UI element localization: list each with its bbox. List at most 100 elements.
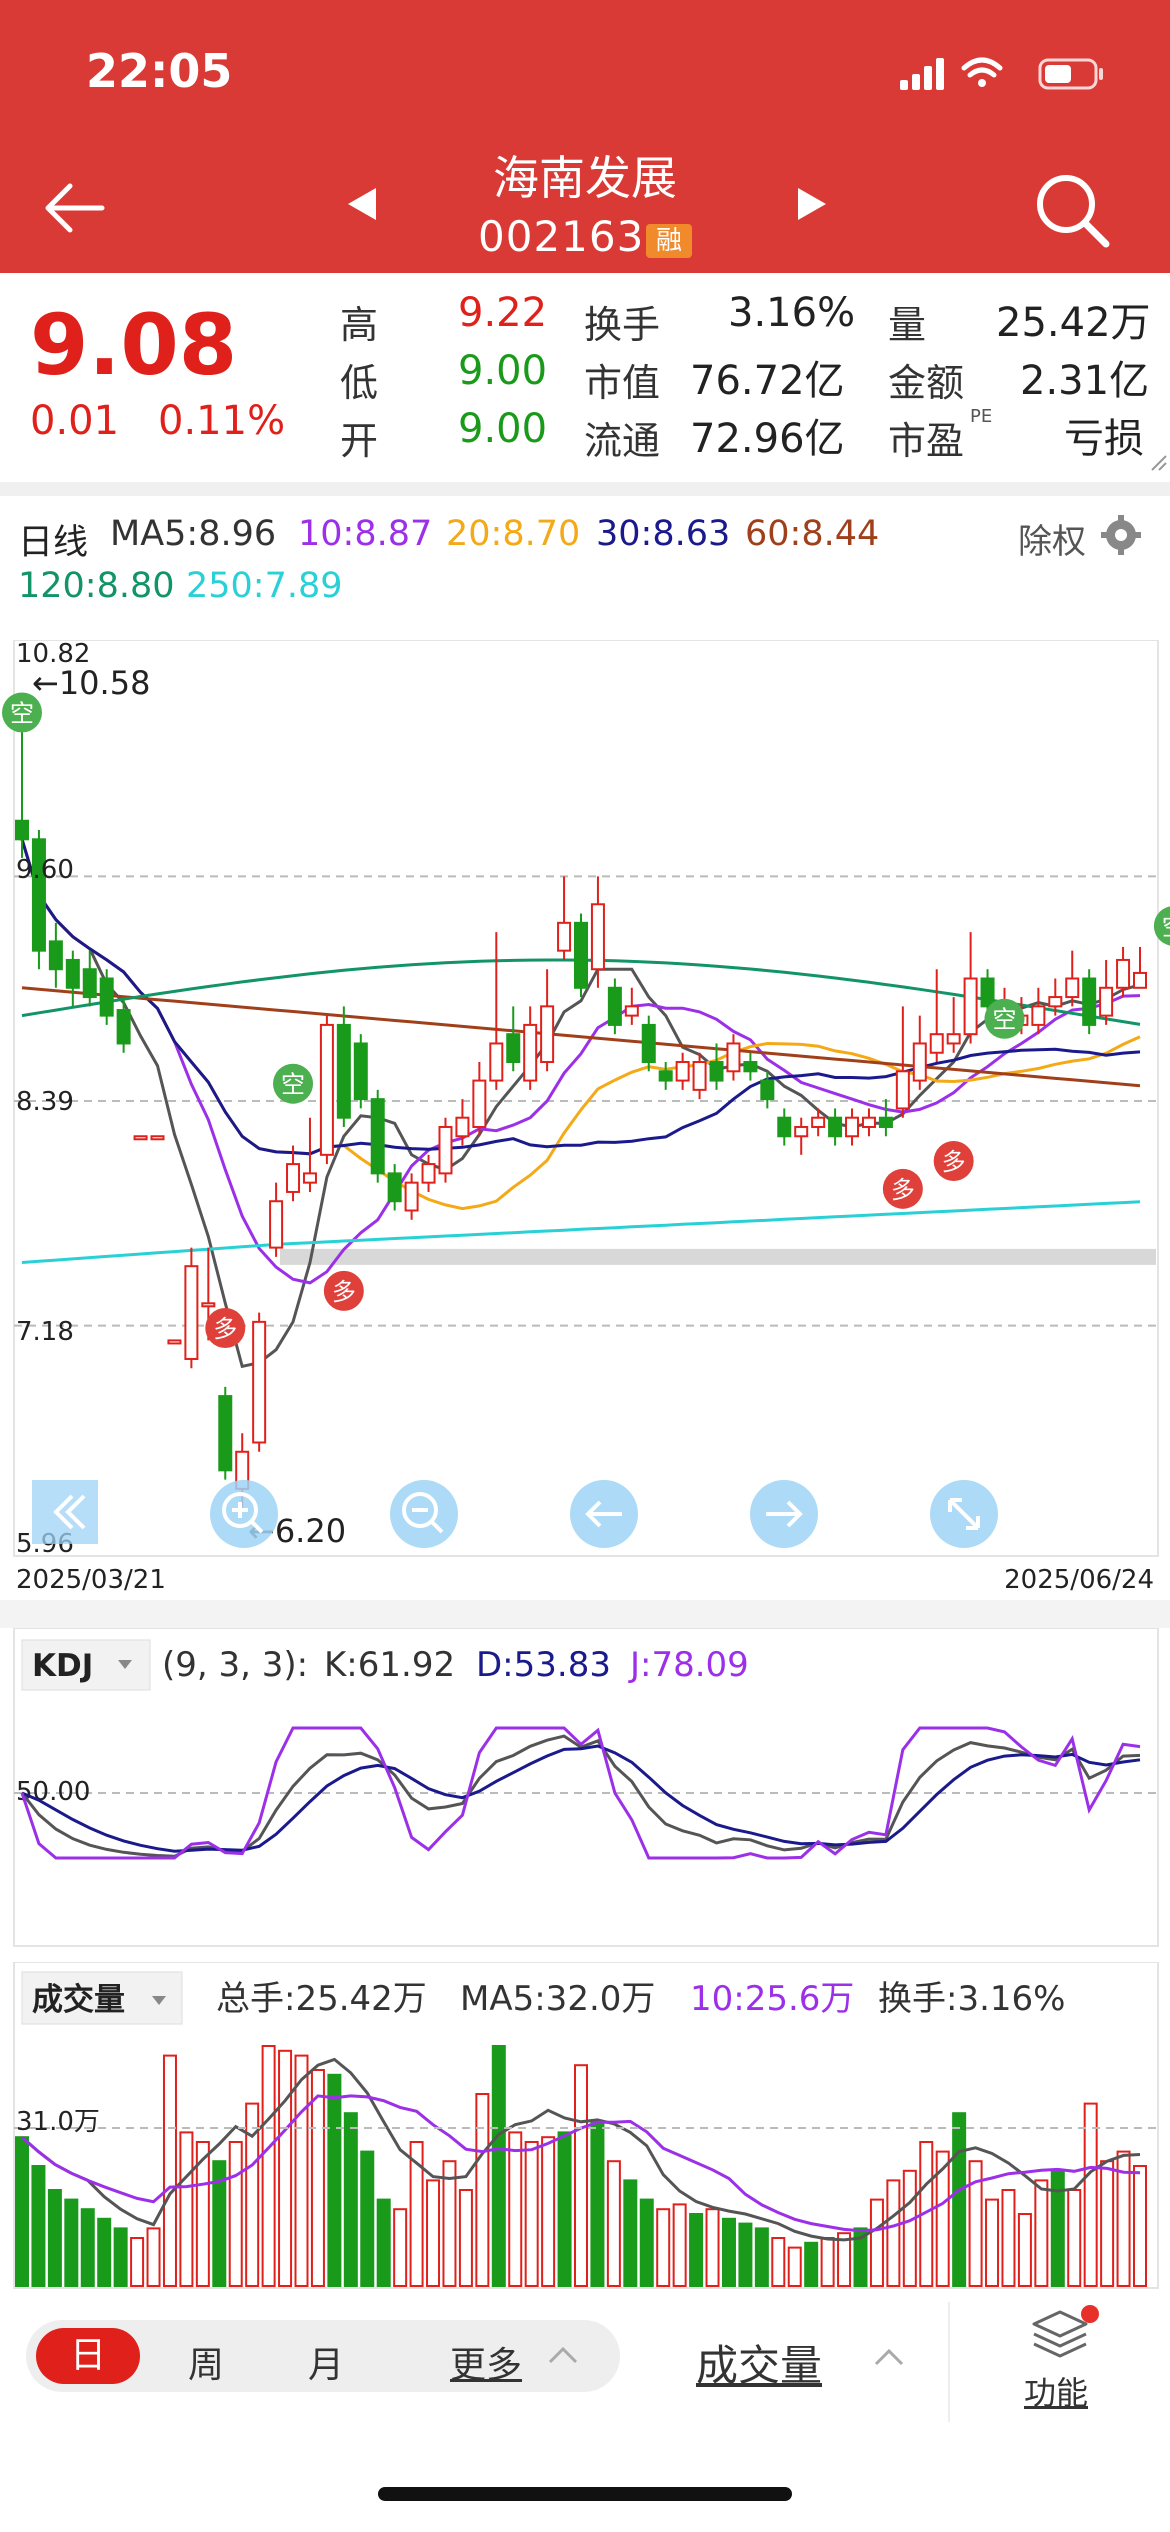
tab-week[interactable]: 周 xyxy=(188,2345,225,2386)
price-change: 0.01 xyxy=(30,398,120,444)
candle xyxy=(641,1023,656,1064)
back-arrow-icon[interactable] xyxy=(40,178,110,238)
high-value: 9.22 xyxy=(458,290,548,336)
next-stock-icon[interactable] xyxy=(794,186,830,222)
volume-bar xyxy=(754,2227,769,2287)
volume-bar xyxy=(212,2160,227,2287)
date-start: 2025/03/21 xyxy=(16,1565,166,1595)
zoom-out-button[interactable] xyxy=(390,1480,458,1548)
volume-bar xyxy=(787,2246,802,2288)
candle xyxy=(421,1163,436,1184)
candle xyxy=(895,1070,910,1110)
support-band xyxy=(280,1248,1156,1265)
candle xyxy=(31,838,46,952)
volume-bar xyxy=(327,2073,342,2287)
short-signal-label: 空 xyxy=(992,1006,1016,1034)
tab-more[interactable]: 更多 xyxy=(450,2345,523,2386)
tab-month[interactable]: 月 xyxy=(308,2345,345,2386)
volume-bar xyxy=(623,2179,638,2287)
volume-bar xyxy=(146,2227,161,2287)
volume-bar xyxy=(606,2160,621,2287)
chevron-up-icon[interactable] xyxy=(874,2346,904,2368)
long-signal xyxy=(933,1140,974,1181)
volume-bar xyxy=(426,2179,441,2287)
prev-stock-icon[interactable] xyxy=(344,186,380,222)
double-left-icon xyxy=(53,1494,86,1530)
candle xyxy=(980,977,995,1008)
ma120-label: 120:8.80 xyxy=(18,566,175,606)
volume-bar xyxy=(343,2112,358,2287)
search-icon[interactable] xyxy=(1032,170,1112,250)
fuquan-button[interactable]: 除权 xyxy=(1018,522,1086,562)
kdj-selector[interactable] xyxy=(21,1639,151,1691)
move-right-button[interactable] xyxy=(750,1480,818,1548)
settings-gear-icon[interactable] xyxy=(1100,514,1142,556)
volume-bar xyxy=(985,2198,1000,2288)
low-label: 低 xyxy=(340,361,379,405)
candle xyxy=(65,958,80,989)
candle xyxy=(1099,986,1114,1017)
volume-bar xyxy=(1034,2179,1049,2287)
app-header: 22:05 海南发展 002163 融 xyxy=(0,0,1170,273)
volume-bar xyxy=(672,2203,687,2287)
ma10-line xyxy=(20,838,1141,1285)
candle xyxy=(929,1033,944,1054)
volume-bar xyxy=(393,2208,408,2287)
kdj-j-value: J:78.09 xyxy=(628,1645,749,1685)
candle xyxy=(828,1116,843,1138)
tab-day[interactable]: 日 xyxy=(36,2328,140,2384)
candle xyxy=(1031,1005,1046,1026)
pe-label: 市盈 xyxy=(888,419,965,463)
battery-icon xyxy=(1038,58,1103,90)
candle xyxy=(743,1061,758,1073)
candle xyxy=(269,1200,284,1249)
kline-chart[interactable]: 空空空空多多多多 10.82 9.60 8.39 7.18 5.96 ←10.5… xyxy=(0,640,1170,1600)
chevron-up-icon[interactable] xyxy=(548,2344,578,2366)
volume-bar xyxy=(935,2150,950,2287)
chevron-down-icon xyxy=(152,1996,166,2005)
candle xyxy=(116,1009,131,1045)
candle xyxy=(777,1116,792,1138)
indicator-switch[interactable]: 成交量 xyxy=(696,2341,823,2390)
volume-bar xyxy=(310,2069,325,2287)
y-label-1: 9.60 xyxy=(16,855,74,885)
volume-bar xyxy=(1001,2189,1016,2287)
volume-bar xyxy=(721,2217,736,2287)
candle xyxy=(472,1079,487,1128)
volume-chart[interactable]: 31.0万 成交量 总手:25.42万 MA5:32.0万 10:25.6万 换… xyxy=(0,1962,1170,2290)
chart-controls xyxy=(32,1480,998,1548)
move-left-button[interactable] xyxy=(570,1480,638,1548)
candle xyxy=(99,977,114,1017)
ma5-line xyxy=(20,838,1141,1369)
volume-value: 25.42万 xyxy=(996,300,1151,346)
volume-bar xyxy=(409,2141,424,2287)
ma60-line xyxy=(21,986,1141,1088)
layers-icon[interactable] xyxy=(1030,2304,1100,2366)
candle xyxy=(658,1070,673,1082)
long-signal xyxy=(323,1270,364,1311)
long-signal-label: 多 xyxy=(332,1278,356,1306)
candle xyxy=(1116,958,1131,989)
function-button[interactable]: 功能 xyxy=(1024,2374,1089,2412)
kdj-chart[interactable]: KDJ (9, 3, 3): K:61.92 D:53.83 J:78.09 5… xyxy=(0,1628,1170,1948)
fullscreen-button[interactable] xyxy=(930,1480,998,1548)
volume-bar xyxy=(869,2198,884,2288)
low-value: 9.00 xyxy=(458,348,548,394)
scroll-left-button[interactable] xyxy=(32,1480,98,1544)
status-icons xyxy=(900,57,1103,90)
candle xyxy=(133,1135,148,1141)
expand-corner-icon[interactable] xyxy=(1150,454,1168,472)
zoom-in-button[interactable] xyxy=(210,1480,278,1548)
candle xyxy=(878,1116,893,1128)
candle xyxy=(540,1005,555,1064)
volume-bar xyxy=(376,2198,391,2288)
volume-bar xyxy=(80,2208,95,2287)
ma250-label: 250:7.89 xyxy=(186,566,343,606)
candle xyxy=(82,968,97,999)
volume-bar xyxy=(261,2045,276,2287)
kdj-j-line xyxy=(20,1726,1141,1860)
volume-bar xyxy=(97,2217,112,2287)
date-end: 2025/06/24 xyxy=(1004,1565,1154,1595)
y-label-3: 7.18 xyxy=(16,1317,74,1347)
volume-bar xyxy=(442,2160,457,2287)
